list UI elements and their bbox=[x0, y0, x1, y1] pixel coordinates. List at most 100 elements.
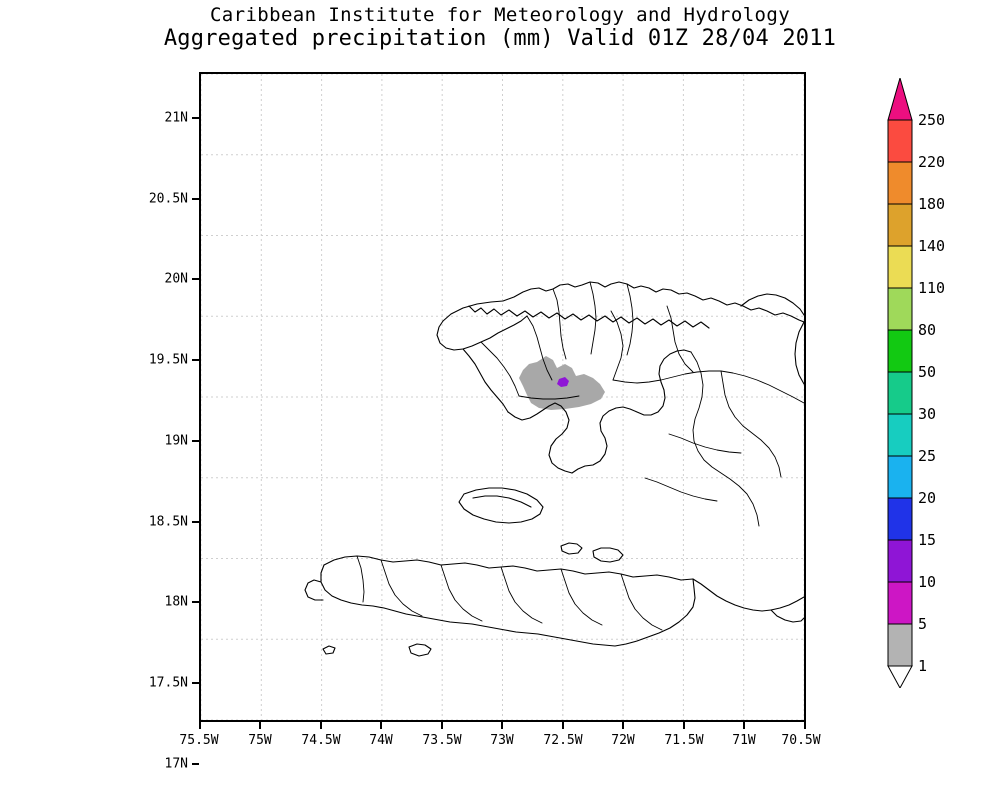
y-tick-label-19n: 19N bbox=[164, 433, 188, 449]
x-tick-mark-74p5w bbox=[320, 722, 322, 729]
colorbar-label-80: 80 bbox=[918, 321, 937, 339]
colorbar-label-180: 180 bbox=[918, 195, 946, 213]
y-tick-mark-17n bbox=[192, 763, 199, 765]
y-tick-label-20n: 20N bbox=[164, 271, 188, 287]
colorbar-label-15: 15 bbox=[918, 531, 937, 549]
x-tick-mark-71p5w bbox=[683, 722, 685, 729]
x-tick-label-70p5w: 70.5W bbox=[781, 733, 821, 748]
y-tick-mark-18p5n bbox=[192, 521, 199, 523]
x-tick-mark-72p5w bbox=[562, 722, 564, 729]
colorbar-over-arrow bbox=[887, 78, 913, 121]
x-tick-mark-75w bbox=[259, 722, 261, 729]
y-tick-label-21n: 21N bbox=[164, 110, 188, 126]
map-plot-area[interactable] bbox=[199, 72, 806, 722]
colorbar-label-25: 25 bbox=[918, 447, 937, 465]
x-tick-mark-70p5w bbox=[804, 722, 806, 729]
y-tick-mark-17p5n bbox=[192, 682, 199, 684]
y-tick-label-18p5n: 18.5N bbox=[148, 514, 188, 530]
map-svg bbox=[201, 74, 804, 720]
coast-north-detail bbox=[468, 305, 710, 329]
colorbar-label-110: 110 bbox=[918, 279, 946, 297]
chart-title: Aggregated precipitation (mm) Valid 01Z … bbox=[163, 26, 837, 51]
institute-title: Caribbean Institute for Meteorology and … bbox=[209, 4, 791, 26]
precipitation-core-purple bbox=[557, 377, 569, 387]
y-tick-mark-20p5n bbox=[192, 198, 199, 200]
x-tick-label-75p5w: 75.5W bbox=[179, 733, 219, 748]
colorbar-band-5 bbox=[887, 623, 913, 667]
gridlines bbox=[201, 74, 804, 720]
colorbar-label-50: 50 bbox=[918, 363, 937, 381]
colorbar-band-80 bbox=[887, 329, 913, 373]
colorbar-band-50 bbox=[887, 371, 913, 415]
island-gonave bbox=[458, 487, 544, 524]
coast-gonave-gulf-north bbox=[507, 402, 573, 474]
lake-enriquillo bbox=[592, 547, 624, 563]
colorbar-svg bbox=[887, 78, 913, 688]
y-tick-label-18n: 18N bbox=[164, 594, 188, 610]
island-gonave-interior bbox=[472, 495, 532, 508]
x-tick-mark-73w bbox=[501, 722, 503, 729]
dr-province-borders bbox=[610, 305, 804, 527]
y-tick-label-20p5n: 20.5N bbox=[148, 191, 188, 207]
x-tick-mark-74w bbox=[380, 722, 382, 729]
colorbar-label-20: 20 bbox=[918, 489, 937, 507]
x-tick-label-71w: 71W bbox=[732, 733, 756, 748]
haiti-department-borders bbox=[356, 281, 663, 631]
colorbar-label-220: 220 bbox=[918, 153, 946, 171]
y-tick-label-17n: 17N bbox=[164, 756, 188, 772]
precipitation-shading bbox=[519, 356, 605, 410]
colorbar-label-10: 10 bbox=[918, 573, 937, 591]
colorbar-band-15 bbox=[887, 539, 913, 583]
coastlines-and-borders bbox=[304, 281, 804, 657]
island-a-vache bbox=[408, 643, 432, 657]
coast-northwest-peninsula bbox=[436, 315, 528, 351]
colorbar-band-20 bbox=[887, 497, 913, 541]
coast-east-dr bbox=[794, 321, 804, 385]
y-tick-mark-18n bbox=[192, 601, 199, 603]
colorbar-band-220 bbox=[887, 161, 913, 205]
x-tick-label-73p5w: 73.5W bbox=[422, 733, 462, 748]
etang-saumatre bbox=[560, 542, 583, 555]
x-tick-mark-75p5w bbox=[199, 722, 201, 729]
colorbar-band-250 bbox=[887, 119, 913, 163]
y-tick-mark-21n bbox=[192, 117, 199, 119]
colorbar-under-arrow bbox=[887, 665, 913, 688]
coast-northeast-dr bbox=[740, 293, 804, 316]
x-tick-label-72p5w: 72.5W bbox=[543, 733, 583, 748]
y-tick-mark-19n bbox=[192, 440, 199, 442]
y-tick-mark-19p5n bbox=[192, 359, 199, 361]
y-tick-label-19p5n: 19.5N bbox=[148, 352, 188, 368]
colorbar-label-250: 250 bbox=[918, 111, 946, 129]
y-tick-label-17p5n: 17.5N bbox=[148, 675, 188, 691]
x-tick-label-73w: 73W bbox=[490, 733, 514, 748]
colorbar-band-30 bbox=[887, 413, 913, 457]
coast-west-haiti bbox=[462, 348, 509, 413]
x-tick-label-75w: 75W bbox=[248, 733, 272, 748]
border-haiti-dominican bbox=[571, 349, 692, 474]
x-tick-label-74w: 74W bbox=[369, 733, 393, 748]
colorbar-label-140: 140 bbox=[918, 237, 946, 255]
y-tick-mark-20n bbox=[192, 278, 199, 280]
colorbar-label-5: 5 bbox=[918, 615, 928, 633]
colorbar-band-110 bbox=[887, 287, 913, 331]
x-tick-mark-72w bbox=[622, 722, 624, 729]
coast-north-hispaniola bbox=[442, 281, 804, 323]
x-tick-label-71p5w: 71.5W bbox=[664, 733, 704, 748]
coast-south-peninsula-south bbox=[320, 564, 696, 647]
coast-south-peninsula-north bbox=[323, 555, 694, 581]
colorbar-label-30: 30 bbox=[918, 405, 937, 423]
island-small-south bbox=[322, 645, 336, 655]
chart-title-block: Caribbean Institute for Meteorology and … bbox=[0, 4, 1000, 51]
x-tick-mark-71w bbox=[743, 722, 745, 729]
colorbar-band-180 bbox=[887, 203, 913, 247]
colorbar-band-10 bbox=[887, 581, 913, 625]
coast-southwest-tip bbox=[304, 579, 324, 601]
x-tick-mark-73p5w bbox=[441, 722, 443, 729]
coast-east-tip bbox=[770, 609, 804, 623]
coast-southeast-dr bbox=[692, 578, 804, 612]
colorbar[interactable]: 250 220 180 140 110 80 50 30 25 20 15 10… bbox=[886, 78, 996, 718]
x-tick-label-72w: 72W bbox=[611, 733, 635, 748]
colorbar-band-140 bbox=[887, 245, 913, 289]
x-tick-label-74p5w: 74.5W bbox=[301, 733, 341, 748]
colorbar-band-25 bbox=[887, 455, 913, 499]
